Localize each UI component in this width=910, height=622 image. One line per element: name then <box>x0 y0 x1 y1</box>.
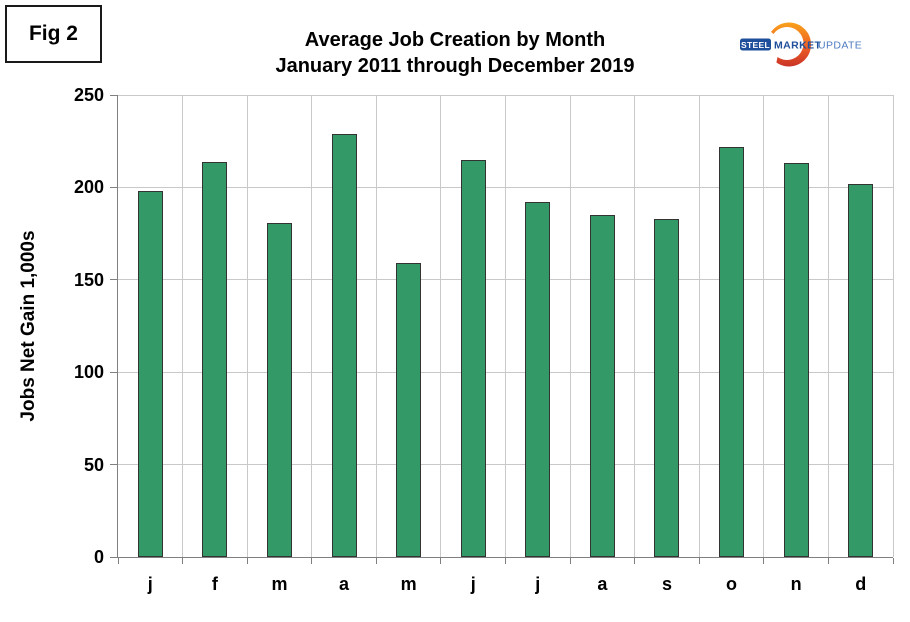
bar-j-1 <box>137 191 163 557</box>
y-tick-label: 150 <box>73 269 104 290</box>
y-tick <box>110 556 117 558</box>
x-tick <box>827 558 829 564</box>
bar-a-8 <box>589 215 615 557</box>
v-gridline <box>698 95 700 557</box>
figure-label: Fig 2 <box>28 22 78 45</box>
logo-swoosh-icon <box>771 22 812 67</box>
v-gridline <box>440 95 442 557</box>
y-tick-label: 200 <box>73 177 104 198</box>
x-category-label-12: d <box>855 574 867 594</box>
v-gridline <box>182 95 184 557</box>
y-axis-line <box>117 95 118 557</box>
x-category-label-3: m <box>271 574 288 594</box>
bar-d-12 <box>848 183 874 557</box>
y-tick-label: 50 <box>83 454 104 475</box>
y-tick <box>110 186 117 188</box>
x-tick <box>505 558 506 564</box>
x-tick <box>182 558 184 564</box>
x-category-label-9: s <box>661 574 672 594</box>
v-gridline <box>634 95 636 557</box>
x-tick <box>375 558 377 564</box>
y-tick-label: 0 <box>93 547 104 567</box>
y-tick-label: 100 <box>73 362 104 383</box>
bar-m-3 <box>266 222 292 557</box>
x-tick <box>246 558 248 564</box>
v-gridline <box>505 95 506 557</box>
x-category-label-8: a <box>597 574 608 594</box>
bar-j-7 <box>525 202 551 557</box>
x-category-label-6: j <box>470 574 476 594</box>
v-gridline <box>569 95 571 557</box>
x-category-label-10: o <box>726 574 738 594</box>
x-category-label-2: f <box>211 574 218 594</box>
v-gridline <box>246 95 248 557</box>
x-category-label-7: j <box>535 574 541 594</box>
v-gridline <box>375 95 377 557</box>
chart-title-block: Average Job Creation by Month January 20… <box>0 27 910 79</box>
y-tick <box>110 94 117 96</box>
bar-o-10 <box>719 146 745 557</box>
v-gridline <box>763 95 765 557</box>
x-tick <box>311 558 313 564</box>
x-category-label-11: n <box>790 574 802 594</box>
x-axis-line <box>117 557 893 558</box>
logo-update-text: UPDATE <box>818 39 862 51</box>
bar-a-4 <box>331 133 357 557</box>
y-tick-label: 250 <box>73 85 104 105</box>
x-tick <box>440 558 442 564</box>
x-category-label-1: j <box>147 574 153 594</box>
chart-title: Average Job Creation by Month <box>304 29 606 51</box>
bar-f-2 <box>202 161 228 557</box>
logo-steel-badge <box>740 38 771 51</box>
x-tick <box>569 558 571 564</box>
bar-n-11 <box>783 163 809 557</box>
chart-subtitle: January 2011 through December 2019 <box>275 55 635 77</box>
logo-steel-text: STEEL <box>741 40 770 50</box>
x-tick <box>892 558 894 564</box>
x-tick <box>634 558 636 564</box>
steel-market-update-logo: STEEL MARKET UPDATE <box>740 22 862 67</box>
v-gridline <box>311 95 313 557</box>
figure-label-box: Fig 2 <box>5 5 102 63</box>
y-tick <box>110 279 117 281</box>
bar-m-5 <box>396 263 422 557</box>
x-category-label-5: m <box>400 574 417 594</box>
x-tick <box>698 558 700 564</box>
v-gridline <box>892 95 894 557</box>
logo-market-text: MARKET <box>774 39 821 51</box>
y-tick <box>110 464 117 466</box>
bar-j-6 <box>460 159 486 557</box>
x-tick <box>763 558 765 564</box>
x-tick <box>117 558 119 564</box>
y-tick <box>110 371 117 373</box>
bar-s-9 <box>654 218 680 557</box>
v-gridline <box>827 95 829 557</box>
x-category-label-4: a <box>339 574 350 594</box>
